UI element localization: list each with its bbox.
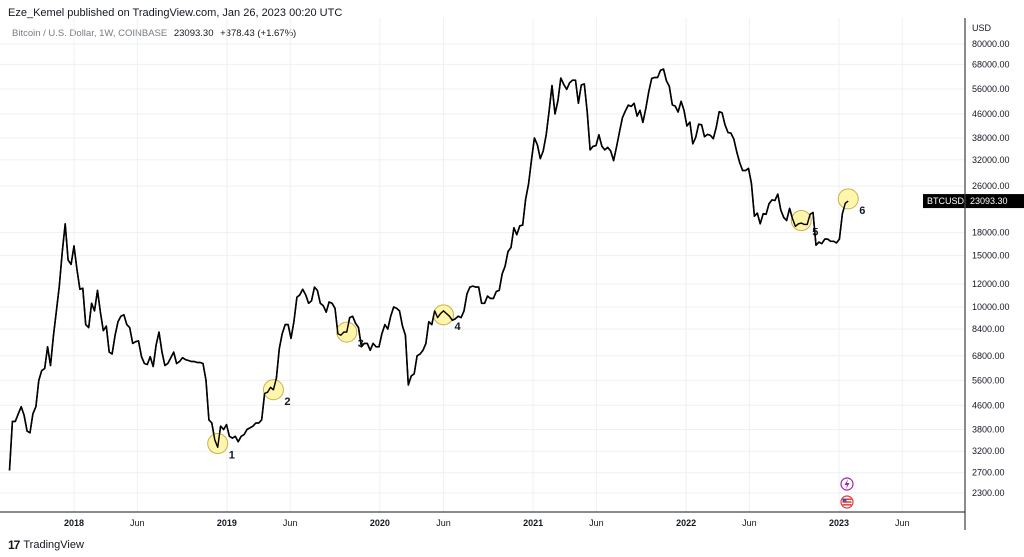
price-tag-value: 23093.30 <box>970 196 1008 206</box>
lightning-event-icon[interactable] <box>840 477 854 491</box>
y-tick-label: 6800.00 <box>972 351 1005 361</box>
x-tick-label: Jun <box>130 518 145 528</box>
x-axis: 2018 Jun 2019 Jun 2020 Jun 2021 Jun 2022 Jun 2023 J… <box>0 511 965 528</box>
footer-brand-name: TradingView <box>23 539 84 551</box>
x-tick-label: Jun <box>436 518 451 528</box>
y-tick-label: 46000.00 <box>972 109 1010 119</box>
x-tick-label: 2019 <box>217 518 237 528</box>
y-axis: 80000.00 68000.00 56000.00 46000.00 38000.00… <box>964 18 1010 530</box>
y-tick-label: 18000.00 <box>972 228 1010 238</box>
legend-last-value: 23093.30 <box>173 28 214 39</box>
grid <box>0 18 965 512</box>
series-line <box>8 68 849 471</box>
y-tick-label: 3800.00 <box>972 424 1005 434</box>
y-tick-label: 80000.00 <box>972 39 1010 49</box>
event-icons[interactable] <box>840 477 854 509</box>
price-tag-symbol: BTCUSD <box>927 196 965 206</box>
annotation-label: 6 <box>859 205 865 217</box>
x-tick-label: 2023 <box>829 518 849 528</box>
price-tag-bg <box>923 194 1024 209</box>
x-tick-label: Jun <box>283 518 298 528</box>
symbol-description: Bitcoin / U.S. Dollar, 1W, COINBASE <box>12 28 168 39</box>
x-tick-label: 2020 <box>370 518 390 528</box>
series-line-overlay <box>8 68 849 471</box>
x-tick-label: Jun <box>589 518 604 528</box>
y-tick-label: 68000.00 <box>972 59 1010 69</box>
y-tick-label: 3200.00 <box>972 446 1005 456</box>
y-tick-label: 5600.00 <box>972 375 1005 385</box>
annotation-label: 4 <box>455 321 462 333</box>
y-tick-label: 8400.00 <box>972 324 1005 334</box>
x-tick-label: 2022 <box>676 518 696 528</box>
annotation-label: 1 <box>229 450 235 462</box>
y-tick-label: 32000.00 <box>972 155 1010 165</box>
y-tick-label: 15000.00 <box>972 251 1010 261</box>
y-tick-label: 38000.00 <box>972 133 1010 143</box>
y-tick-label: 4600.00 <box>972 400 1005 410</box>
y-tick-label: 2700.00 <box>972 468 1005 478</box>
y-tick-label: 10000.00 <box>972 302 1010 312</box>
publisher-line: Eze_Kemel published on TradingView.com, … <box>8 7 343 19</box>
x-tick-label: 2021 <box>523 518 543 528</box>
y-tick-label: 26000.00 <box>972 181 1010 191</box>
last-price-tag: BTCUSD 23093.30 <box>923 194 1024 209</box>
y-tick-label: 56000.00 <box>972 84 1010 94</box>
x-tick-label: Jun <box>895 518 910 528</box>
y-tick-label: 2300.00 <box>972 488 1005 498</box>
x-tick-label: Jun <box>742 518 757 528</box>
annotation-label: 2 <box>284 396 290 408</box>
tradingview-logo-icon: 17 <box>8 538 20 552</box>
us-flag-event-icon[interactable] <box>840 495 854 509</box>
series-legend: Bitcoin / U.S. Dollar, 1W, COINBASE 2309… <box>12 28 296 39</box>
footer-brand[interactable]: 17 TradingView <box>8 538 84 552</box>
price-series <box>8 68 849 471</box>
currency-label: USD <box>972 23 992 33</box>
x-tick-label: 2018 <box>64 518 84 528</box>
annotation-circle <box>837 188 859 210</box>
y-tick-label: 12000.00 <box>972 279 1010 289</box>
legend-change: +378.43 (+1.67%) <box>220 28 297 39</box>
